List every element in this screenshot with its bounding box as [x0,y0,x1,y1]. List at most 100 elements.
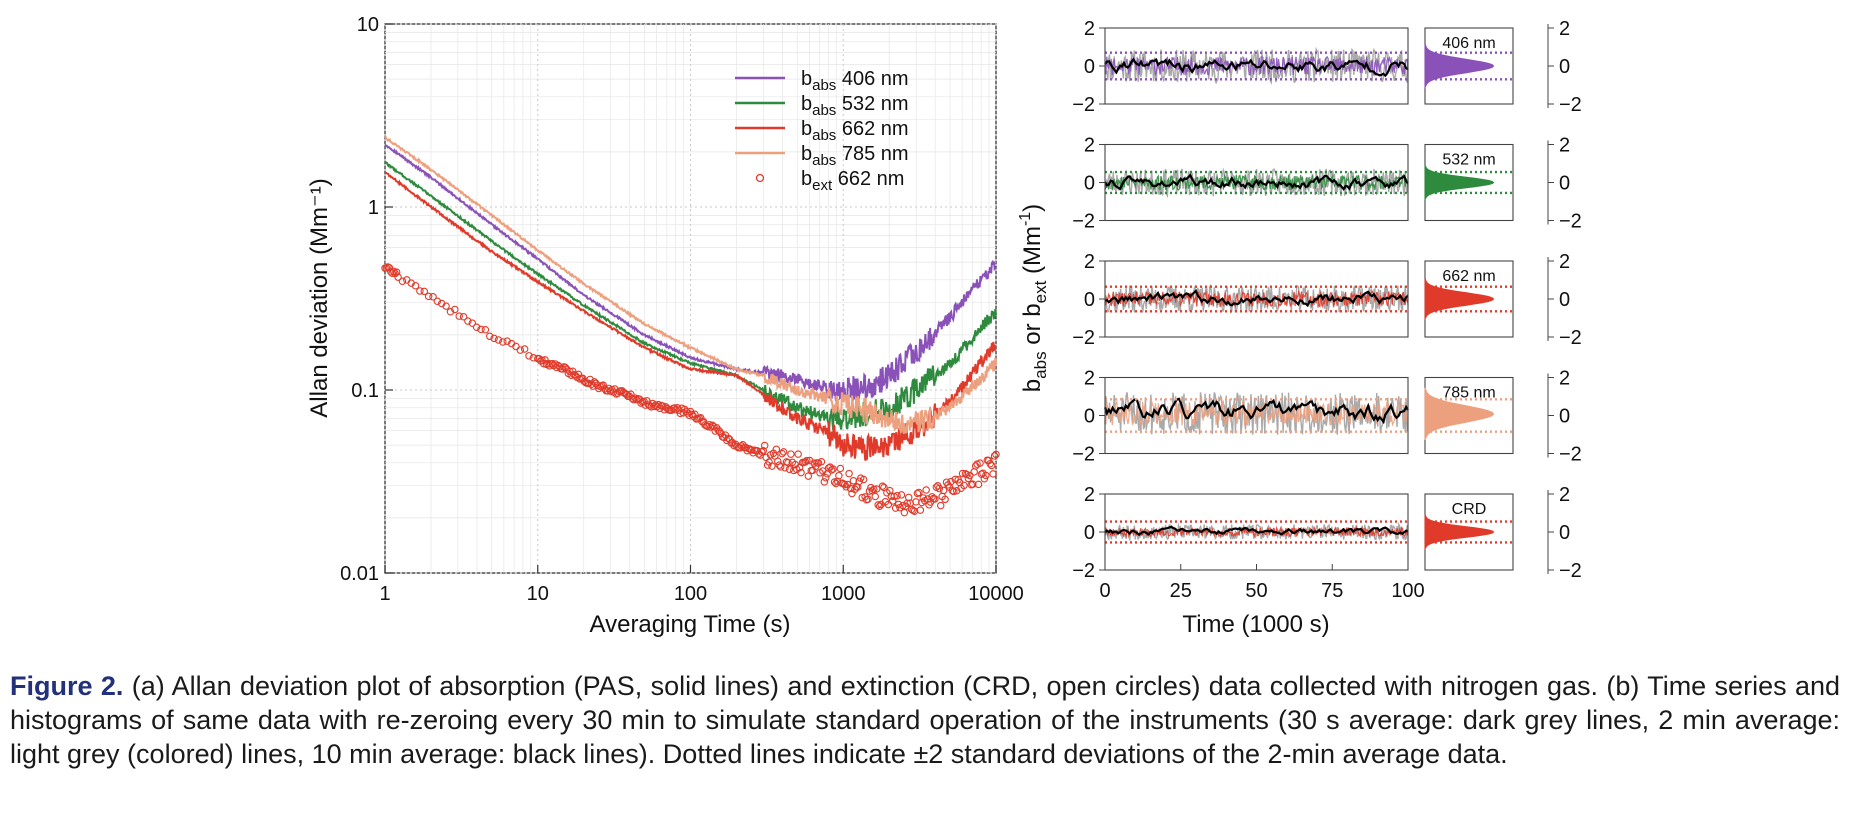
histogram-label: 662 nm [1442,268,1495,285]
allan-deviation-panel: 1 10 100 1000 10000 0.01 0.1 1 10 Averaging Time… [306,14,1024,638]
ext662-marker [817,458,826,466]
y-tick-label: 10 [357,14,379,36]
ext662-marker [915,488,923,497]
ext662-marker [987,461,996,470]
ext662-marker [512,342,520,351]
time-x-tick-label: 75 [1321,580,1343,602]
time-x-tick-label: 25 [1170,580,1192,602]
ext662-marker [516,346,525,354]
allan-ticks: 1 10 100 1000 10000 0.01 0.1 1 10 [340,14,1024,605]
histogram-shape [1424,44,1495,90]
ext662-marker [939,486,948,495]
time-series-subplot: 2 0 −2 662 nm 2 0 −2 [1072,251,1582,349]
legend-label-rest: 785 nm [836,143,908,165]
ext662-marker [387,267,395,276]
ext662-marker [688,410,696,419]
time-y-axis-label: babs or bext (Mm-1) [1017,204,1050,392]
ext662-marker [870,485,878,494]
y-tick-label: 0.1 [351,380,379,402]
allan-y-axis-label: Allan deviation (Mm⁻¹) [306,178,333,417]
ext662-marker [982,471,990,480]
histogram-shape [1424,278,1495,321]
legend-label-rest: 662 nm [832,168,904,190]
ext662-marker [388,269,397,278]
ext662-marker [490,334,498,343]
ext662-marker [887,492,896,500]
ext662-marker [778,449,786,458]
ext662-marker [628,394,637,403]
ext662-marker [865,487,874,495]
x-tick-label: 1000 [821,583,866,605]
ext662-marker [389,267,398,276]
ext662-marker [760,441,769,450]
ext662-marker [820,478,829,486]
legend-label-sub: ext [812,177,833,194]
ext662-marker [787,450,795,458]
ext662-marker [442,302,450,310]
ext662-marker [829,465,837,473]
x-tick-label: 10000 [968,583,1024,605]
ext662-marker [416,287,424,295]
right-y-tick-label: 0 [1559,289,1570,311]
time-x-axis-label: Time (1000 s) [1182,611,1329,638]
left-y-tick-label: 0 [1084,522,1095,544]
ext662-marker [909,506,917,515]
ext662-marker [670,404,679,412]
left-y-tick-label: −2 [1072,444,1095,466]
ext662-marker [499,338,507,346]
ext662-marker [561,363,570,372]
legend-label: bext 662 nm [801,168,904,194]
right-y-tick-label: 0 [1559,406,1570,428]
ext662-marker [980,474,989,483]
right-y-tick-label: 2 [1559,135,1570,157]
ext662-marker [464,317,472,325]
ext662-marker [913,489,922,498]
ext662-marker [899,501,907,510]
ext662-marker [827,466,836,474]
ext662-marker [931,495,939,503]
ext662-marker [897,491,906,499]
legend-label-b: b [801,118,812,140]
series-10min-line [1104,173,1409,191]
ext662-marker [950,487,958,496]
ext662-marker [835,471,843,480]
legend-label-rest: 406 nm [836,68,908,90]
right-y-tick-label: 2 [1559,368,1570,390]
right-y-tick-label: 0 [1559,56,1570,78]
right-y-tick-label: −2 [1559,444,1582,466]
ext662-marker [840,480,849,489]
legend-label: babs 532 nm [801,93,909,119]
ext662-marker [459,312,468,321]
histogram-shape [1424,514,1495,551]
ext662-marker [803,456,811,465]
legend-label-rest: 662 nm [836,118,908,140]
ext662-marker [976,459,984,467]
histogram-label: 406 nm [1442,35,1495,52]
ext662-marker [481,326,490,334]
time-x-tick-label: 0 [1099,580,1110,602]
ext662-marker [974,480,983,489]
time-series-subplot: 2 0 −2 532 nm 2 0 −2 [1072,135,1582,233]
ext662-marker [586,375,594,384]
right-y-tick-label: 2 [1559,484,1570,506]
ext662-marker [864,495,872,503]
left-y-tick-label: 2 [1084,368,1095,390]
ext662-marker [420,287,429,296]
ext662-marker [411,281,420,290]
left-y-tick-label: −2 [1072,211,1095,233]
time-series-subplot: 2 0 −2 785 nm 2 0 −2 [1072,368,1582,466]
ext662-marker [947,477,955,486]
ext662-marker [659,402,667,410]
ext662-marker [503,337,511,345]
ext662-marker [966,471,974,480]
left-y-tick-label: −2 [1072,94,1095,116]
series-10min-line [1103,397,1409,425]
legend-label: babs 662 nm [801,118,909,144]
time-series-subplots: 2 0 −2 406 nm 2 0 −2 2 0 −2 532 nm 2 0 −2 2 0 −2 662 nm 2 0… [1072,18,1582,582]
ext662-marker [446,307,455,316]
legend-label-sub: abs [812,152,836,169]
ext662-marker [893,491,901,500]
x-tick-label: 10 [527,583,549,605]
